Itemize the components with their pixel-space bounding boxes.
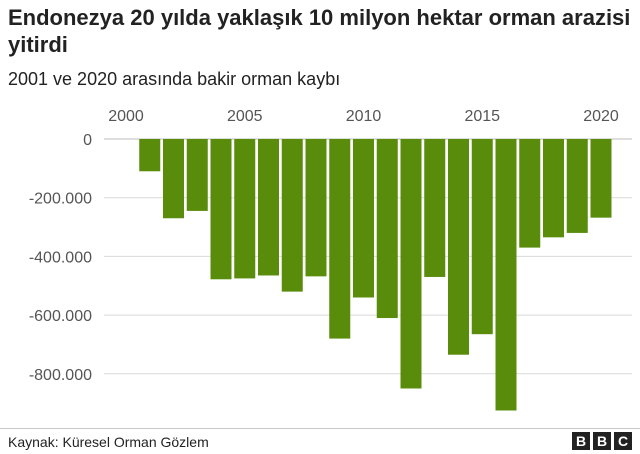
bar-2010 xyxy=(353,139,374,298)
bar-2001 xyxy=(139,139,161,172)
y-tick-label: -600.000 xyxy=(29,308,92,325)
chart-title: Endonezya 20 yılda yaklaşık 10 milyon he… xyxy=(8,5,631,57)
chart-subtitle: 2001 ve 2020 arasında bakir orman kaybı xyxy=(8,69,341,89)
bar-2003 xyxy=(186,139,208,211)
bar-2013 xyxy=(424,139,446,277)
bbc-logo-letter: C xyxy=(614,432,632,450)
bar-2012 xyxy=(400,139,422,389)
y-tick-label: -800.000 xyxy=(29,367,92,384)
bar-2015 xyxy=(471,139,493,335)
y-tick-label: -400.000 xyxy=(29,249,92,266)
source-note: Kaynak: Küresel Orman Gözlem xyxy=(8,434,209,450)
footer-divider xyxy=(0,428,640,429)
bar-2018 xyxy=(543,139,564,238)
bar-2002 xyxy=(163,139,184,219)
x-tick-label: 2015 xyxy=(464,108,500,125)
x-tick-label: 2000 xyxy=(108,108,144,125)
bar-2020 xyxy=(590,139,612,218)
y-tick-label: -200.000 xyxy=(29,191,92,208)
bar-2006 xyxy=(258,139,279,276)
y-tick-labels: 0 -200.000 -400.000 -600.000 -800.000 xyxy=(29,132,92,384)
bar-2019 xyxy=(566,139,588,233)
x-tick-labels: 2000 2005 2010 2015 2020 xyxy=(108,108,619,125)
bar-2009 xyxy=(329,139,351,339)
bar-2017 xyxy=(519,139,541,248)
bar-2014 xyxy=(448,139,469,355)
bbc-logo-letter: B xyxy=(593,432,611,450)
y-tick-label: 0 xyxy=(83,132,92,149)
x-tick-label: 2020 xyxy=(583,108,619,125)
bar-2005 xyxy=(234,139,256,279)
bar-chart: 0-200.000-400.000-600.000-800.000 2000 20… xyxy=(29,108,632,411)
bbc-logo: B B C xyxy=(572,432,632,450)
bar-2011 xyxy=(376,139,398,319)
bar-2004 xyxy=(210,139,232,280)
bbc-logo-letter: B xyxy=(572,432,590,450)
bar-2007 xyxy=(281,139,303,292)
bar-2016 xyxy=(495,139,517,411)
bars xyxy=(139,139,612,411)
x-tick-label: 2010 xyxy=(346,108,382,125)
x-tick-label: 2005 xyxy=(227,108,263,125)
bar-2008 xyxy=(305,139,327,277)
